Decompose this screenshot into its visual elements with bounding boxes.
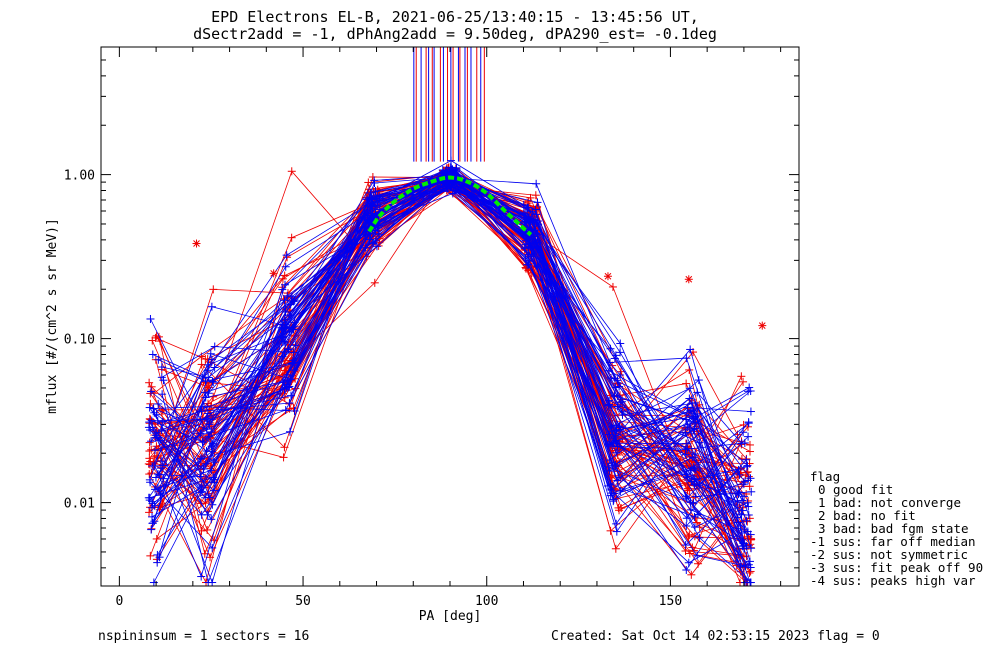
spectrum-line: [156, 181, 751, 560]
peak-markers: [413, 47, 485, 162]
data-series: [144, 156, 767, 586]
spectrum-line: [157, 181, 751, 583]
legend-title: flag: [810, 469, 840, 484]
spectrum-line: [162, 186, 741, 539]
spectrum-line: [153, 178, 746, 516]
spectrum-line: [151, 182, 741, 567]
spectrum-line: [153, 168, 750, 472]
spectrum-line: [150, 176, 742, 564]
y-tick-label: 1.00: [64, 169, 95, 184]
y-axis-ticks: 0.01 0.10 1.00: [64, 46, 799, 569]
x-tick-label: 50: [295, 594, 311, 609]
spectrum-line: [153, 180, 752, 568]
legend-item: 0 good fit: [818, 482, 893, 497]
fit-curve: [367, 175, 533, 237]
legend-item: 3 bad: bad fgm state: [818, 521, 969, 536]
spectrum-line: [160, 178, 745, 571]
data-point: [685, 275, 693, 283]
x-tick-label: 150: [659, 594, 682, 609]
y-tick-label: 0.01: [64, 497, 95, 512]
x-tick-label: 100: [475, 594, 498, 609]
spectrum-line: [157, 172, 742, 556]
chart-title-line1: EPD Electrons EL-B, 2021-06-25/13:40:15 …: [211, 8, 699, 26]
x-tick-label: 0: [115, 594, 123, 609]
chart-title-line2: dSectr2add = -1, dPhAng2add = 9.50deg, d…: [193, 25, 717, 43]
spectrum-line: [151, 166, 745, 583]
spectrum-line: [149, 174, 746, 567]
data-point: [193, 240, 200, 247]
spectrum-line: [148, 181, 747, 557]
y-tick-label: 0.10: [64, 333, 95, 348]
spectrum-line: [151, 179, 749, 530]
fit-line: [367, 175, 533, 237]
spectrum-line: [155, 186, 739, 523]
data-point: [270, 269, 278, 277]
legend-item: -1 sus: far off median: [810, 534, 976, 549]
spectrum-line: [160, 183, 741, 572]
data-point: [758, 322, 766, 329]
legend-item: -4 sus: peaks high var: [810, 573, 976, 588]
spectrum-line: [154, 177, 744, 576]
spectrum-line: [155, 170, 752, 556]
flag-legend: flag 0 good fit 1 bad: not converge 2 ba…: [810, 469, 983, 588]
legend-item: 2 bad: no fit: [818, 508, 916, 523]
spectrum-line: [161, 189, 751, 539]
data-point: [604, 272, 612, 280]
legend-item: -3 sus: fit peak off 90: [810, 560, 983, 575]
spectrum-line: [154, 174, 747, 583]
spectrum-line: [161, 171, 741, 557]
footer-left: nspininsum = 1 sectors = 16: [98, 629, 309, 644]
spectrum-line: [153, 188, 749, 538]
footer-right: Created: Sat Oct 14 02:53:15 2023 flag =…: [551, 629, 880, 644]
x-axis-label: PA [deg]: [419, 609, 482, 624]
x-axis-ticks: 0 50 100 150: [115, 47, 782, 609]
legend-item: 1 bad: not converge: [818, 495, 961, 510]
spectrum-line: [151, 185, 750, 574]
spectrum-line: [161, 176, 748, 583]
y-axis-label: mflux [#/(cm^2 s sr MeV)]: [45, 218, 60, 414]
legend-item: -2 sus: not symmetric: [810, 547, 968, 562]
spectrum-line: [149, 169, 743, 549]
